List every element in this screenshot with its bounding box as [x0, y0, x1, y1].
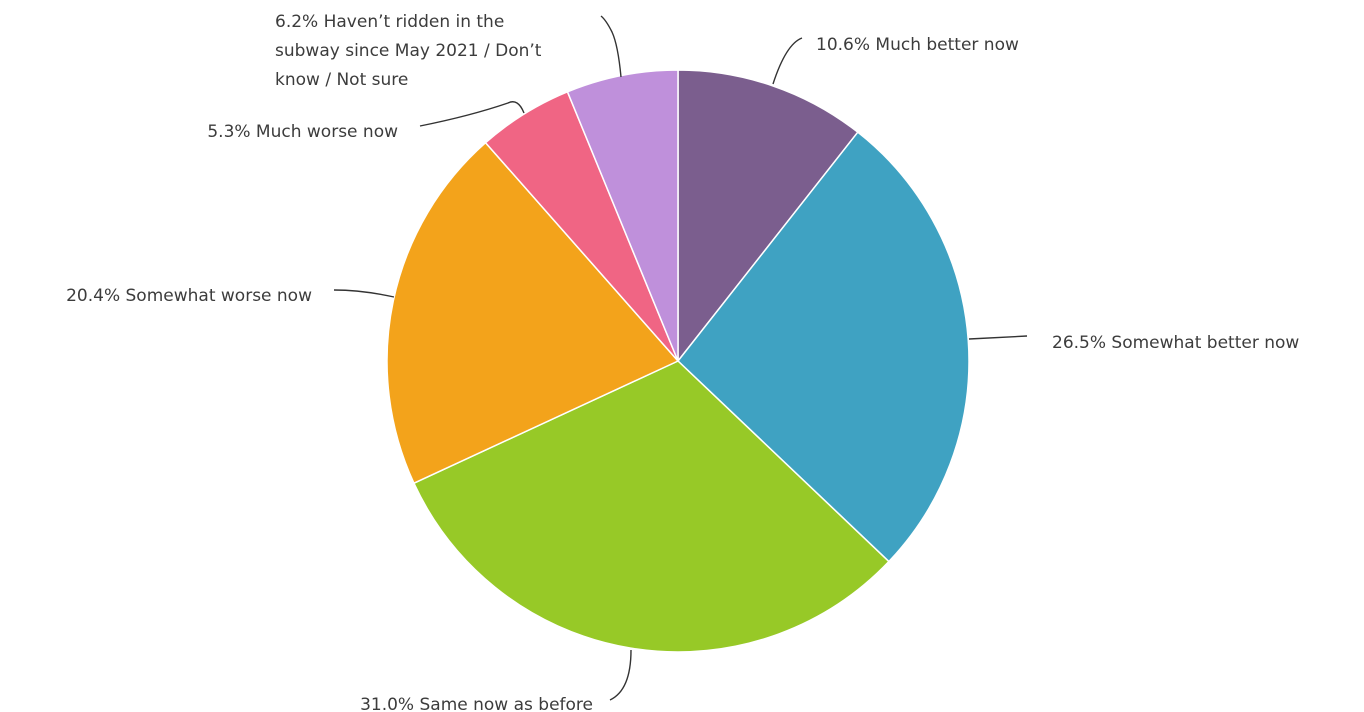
- pie-slice-same: [412, 360, 890, 653]
- leader-line-much-worse: [419, 101, 525, 127]
- pie-slice-much-better: [677, 69, 859, 364]
- data-label-no-ride: 6.2% Haven’t ridden in the subway since M…: [275, 12, 542, 90]
- leader-line-same: [609, 649, 632, 701]
- data-label-line: 6.2% Haven’t ridden in the: [275, 12, 504, 32]
- data-label-somewhat-worse: 20.4% Somewhat worse now: [66, 286, 312, 306]
- data-label-much-better: 10.6% Much better now: [816, 35, 1019, 55]
- leader-line-somewhat-better: [968, 335, 1028, 340]
- pie-slice-somewhat-better: [676, 131, 970, 563]
- data-labels: 10.6% Much better now 26.5% Somewhat bett…: [66, 12, 1299, 712]
- data-label-line: know / Not sure: [275, 70, 408, 90]
- data-label-line: subway since May 2021 / Don’t: [275, 41, 542, 61]
- leader-line-no-ride: [600, 15, 622, 78]
- leader-line-much-better: [772, 37, 803, 85]
- data-label-much-worse: 5.3% Much worse now: [207, 122, 398, 142]
- leader-lines: [333, 15, 1028, 701]
- pie-slice-somewhat-worse: [386, 141, 680, 485]
- pie-slice-no-ride: [566, 69, 679, 362]
- data-label-somewhat-better: 26.5% Somewhat better now: [1052, 333, 1299, 353]
- pie-slices: [386, 69, 970, 653]
- data-label-same: 31.0% Same now as before: [360, 695, 593, 712]
- leader-line-somewhat-worse: [333, 289, 395, 298]
